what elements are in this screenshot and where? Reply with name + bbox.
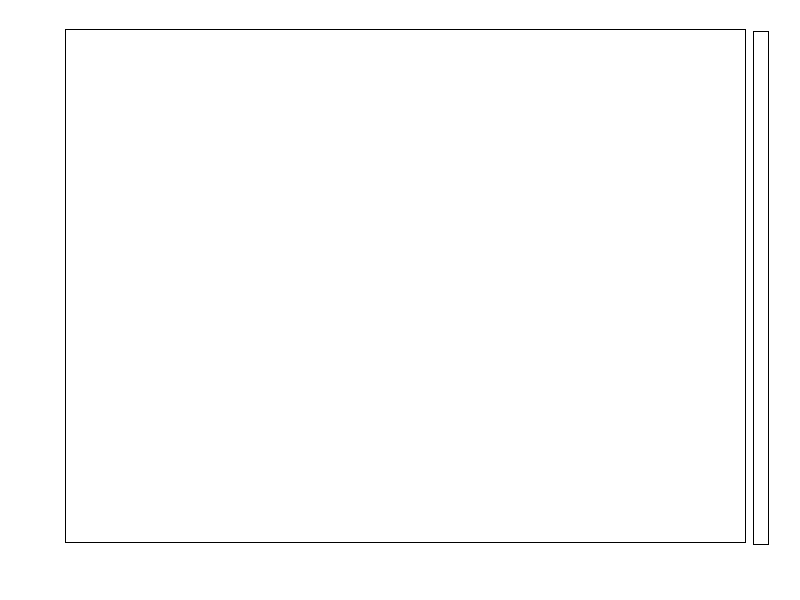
colorbar xyxy=(754,32,800,182)
heatmap-canvas xyxy=(66,30,366,180)
